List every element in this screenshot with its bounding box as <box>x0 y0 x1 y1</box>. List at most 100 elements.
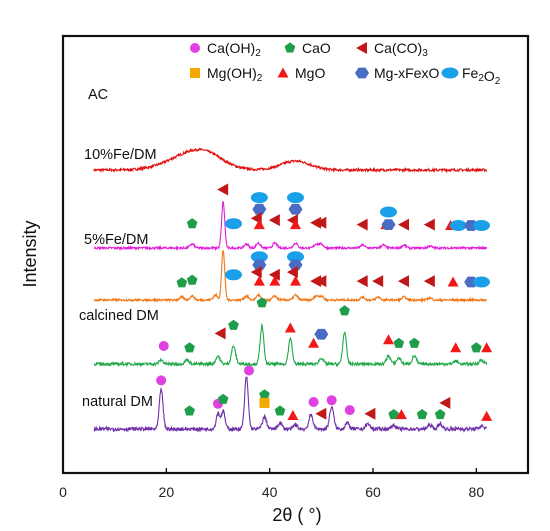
phase-marker-2-0 <box>256 297 268 308</box>
legend-symbol-6 <box>441 67 459 79</box>
phase-marker-0-1 <box>250 192 268 204</box>
phase-marker-3-15 <box>395 409 407 420</box>
legend-symbol-2 <box>356 42 367 54</box>
phase-marker-3-14 <box>388 409 399 420</box>
legend-label-4: MgO <box>295 65 325 81</box>
phase-marker-2-2 <box>228 319 239 330</box>
x-tick-label-0: 0 <box>59 484 67 500</box>
phase-marker-0-13 <box>253 219 265 230</box>
phase-marker-0-19 <box>423 218 435 231</box>
phase-marker-1-16 <box>372 275 384 288</box>
phase-marker-1-18 <box>423 275 435 288</box>
series-line-0 <box>93 147 488 174</box>
phase-marker-1-3 <box>288 259 303 271</box>
sample-label-4: natural DM <box>82 394 153 410</box>
legend-label-3: Mg(OH)2 <box>207 65 263 84</box>
phase-marker-1-12 <box>186 274 198 285</box>
phase-marker-1-8 <box>253 275 265 286</box>
phase-marker-1-11 <box>176 277 188 288</box>
phase-marker-0-17 <box>381 219 396 230</box>
series-line-2 <box>93 250 488 304</box>
legend-label-0: Ca(OH)2 <box>207 40 261 59</box>
phase-marker-1-21 <box>473 276 490 288</box>
phase-marker-0-15 <box>356 218 368 231</box>
sample-label-1: 10%Fe/DM <box>84 147 157 163</box>
legend-label-1: CaO <box>302 40 331 56</box>
phase-marker-2-8 <box>308 337 320 348</box>
sample-label-3: calcined DM <box>79 308 159 324</box>
phase-marker-1-4 <box>250 266 262 279</box>
phase-marker-0-2 <box>287 192 304 204</box>
y-axis-title: Intensity <box>20 220 40 287</box>
phase-marker-1-10 <box>290 275 301 286</box>
phase-marker-0-12 <box>315 216 327 229</box>
phase-marker-1-1 <box>287 251 304 263</box>
phase-marker-0-3 <box>252 203 267 215</box>
phase-marker-2-9 <box>383 334 394 345</box>
phase-marker-3-12 <box>344 405 355 416</box>
phase-marker-3-7 <box>274 405 286 416</box>
phase-marker-3-10 <box>315 407 327 420</box>
phase-marker-0-14 <box>290 219 301 230</box>
phase-marker-0-9 <box>268 214 280 227</box>
legend-label-2: Ca(CO)3 <box>374 40 428 59</box>
legend-symbol-4 <box>277 67 289 78</box>
x-tick-label-4: 80 <box>469 484 485 500</box>
phase-marker-3-19 <box>481 410 493 421</box>
phase-marker-1-5 <box>286 266 298 279</box>
legend-label-5: Mg-xFexO <box>374 65 439 81</box>
phase-marker-3-0 <box>156 375 167 386</box>
legend-symbol-1 <box>284 42 296 53</box>
phase-marker-0-6 <box>186 218 198 229</box>
phase-marker-0-0 <box>217 183 229 196</box>
phase-marker-1-14 <box>315 275 327 288</box>
phase-marker-3-16 <box>416 409 428 420</box>
sample-label-2: 5%Fe/DM <box>84 232 148 248</box>
phase-marker-3-9 <box>308 397 319 407</box>
phase-marker-3-18 <box>439 396 451 409</box>
phase-marker-2-14 <box>481 342 493 353</box>
x-axis-title: 2θ ( °) <box>272 505 321 525</box>
phase-markers <box>156 183 493 421</box>
phase-marker-3-13 <box>364 407 376 420</box>
phase-marker-3-8 <box>287 410 299 420</box>
legend-label-6: Fe2O2 <box>462 65 501 87</box>
phase-marker-2-3 <box>284 322 296 333</box>
x-axis: 0 20 40 60 80 <box>59 468 484 500</box>
legend-symbol-0 <box>190 43 200 53</box>
phase-marker-1-0 <box>250 251 268 263</box>
phase-marker-2-6 <box>158 341 169 351</box>
phase-marker-2-7 <box>184 342 195 353</box>
phase-marker-1-2 <box>252 259 267 271</box>
x-tick-label-2: 40 <box>262 484 278 500</box>
legend-symbol-3 <box>190 68 200 78</box>
phase-marker-2-12 <box>450 342 462 353</box>
phase-marker-1-15 <box>356 275 368 288</box>
phase-marker-2-10 <box>393 337 405 348</box>
phase-marker-0-7 <box>225 218 242 230</box>
phase-marker-0-21 <box>449 220 467 231</box>
phase-marker-1-7 <box>268 268 280 281</box>
phase-marker-1-6 <box>225 269 242 281</box>
x-tick-label-1: 20 <box>159 484 175 500</box>
phase-marker-3-1 <box>244 365 254 376</box>
series-layer <box>93 147 488 433</box>
phase-marker-2-13 <box>471 342 482 353</box>
x-tick-label-3: 60 <box>365 484 381 500</box>
phase-marker-3-17 <box>434 409 446 420</box>
phase-marker-1-9 <box>269 275 281 286</box>
phase-marker-3-3 <box>217 393 229 404</box>
phase-marker-2-4 <box>214 327 226 340</box>
phase-marker-2-5 <box>314 328 329 340</box>
series-line-3 <box>93 322 488 368</box>
series-line-1 <box>93 200 488 252</box>
sample-labels: AC 10%Fe/DM 5%Fe/DM calcined DM natural DM <box>79 87 159 410</box>
phase-marker-1-19 <box>447 276 459 287</box>
phase-marker-3-6 <box>184 405 195 416</box>
phase-marker-0-23 <box>473 220 490 231</box>
phase-marker-2-1 <box>339 305 350 316</box>
legend-symbol-5 <box>355 67 369 79</box>
phase-marker-3-11 <box>326 395 337 406</box>
phase-marker-0-5 <box>380 206 397 218</box>
phase-marker-3-4 <box>259 389 270 400</box>
